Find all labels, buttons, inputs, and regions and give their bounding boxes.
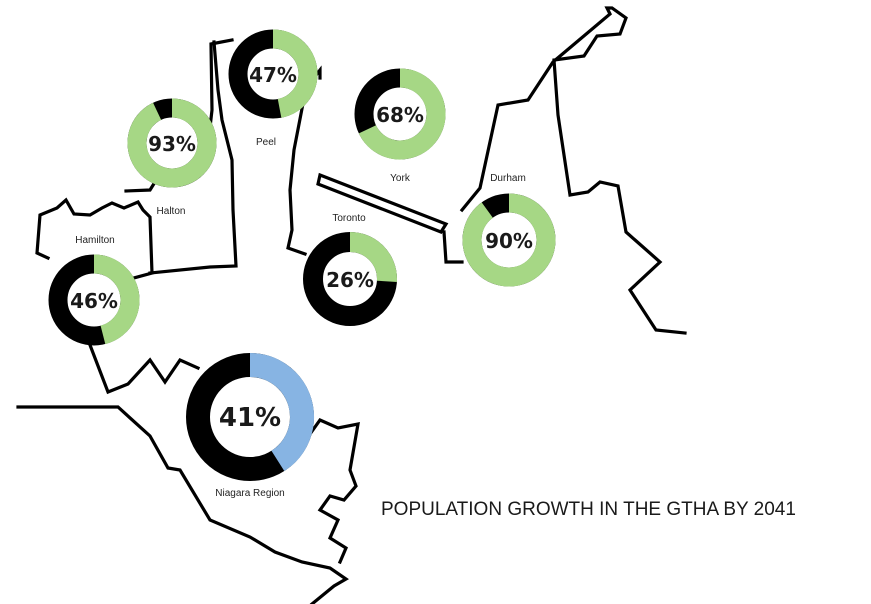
region-outlines <box>16 6 687 604</box>
donut-growth-hamilton <box>93 254 140 345</box>
donut-label-halton: 93% <box>148 132 196 156</box>
toronto-lakeshore <box>316 172 449 234</box>
durham-outline <box>459 6 687 335</box>
donut-label-hamilton: 46% <box>70 289 118 313</box>
niagara-outline <box>16 405 349 604</box>
peel-outline <box>148 40 238 275</box>
donut-toronto: 26% <box>303 232 397 326</box>
region-label-niagara-region: Niagara Region <box>215 488 285 499</box>
hamilton-niagara-edge <box>87 342 201 395</box>
toronto-east-edge <box>442 230 464 264</box>
donut-growth-peel <box>272 29 318 118</box>
york-outline <box>286 65 322 257</box>
region-label-hamilton: Hamilton <box>75 235 114 246</box>
donut-label-york: 68% <box>376 103 424 127</box>
donut-hamilton: 46% <box>48 254 140 346</box>
region-labels: Peel Halton York Durham Toronto Hamilton… <box>75 137 526 499</box>
chart-title: POPULATION GROWTH IN THE GTHA BY 2041 <box>381 499 796 520</box>
region-label-halton: Halton <box>157 206 186 217</box>
donut-peel: 47% <box>228 29 318 119</box>
donut-growth-niagara-region <box>249 353 314 472</box>
donut-label-durham: 90% <box>485 229 533 253</box>
donut-growth-halton <box>127 98 217 188</box>
donut-growth-durham <box>462 193 556 287</box>
region-label-york: York <box>390 173 411 184</box>
donut-growth-toronto <box>349 232 397 282</box>
donut-label-toronto: 26% <box>326 268 374 292</box>
donut-durham: 90% <box>462 193 556 287</box>
niagara-east-edge <box>297 418 360 565</box>
donut-york: 68% <box>354 68 446 160</box>
donut-label-peel: 47% <box>249 63 297 87</box>
donut-niagara-region: 41% <box>186 353 314 481</box>
region-label-durham: Durham <box>490 173 526 184</box>
donut-label-niagara-region: 41% <box>219 403 281 433</box>
region-label-peel: Peel <box>256 137 276 148</box>
donut-halton: 93% <box>127 98 217 188</box>
donut-growth-york <box>358 68 446 160</box>
hamilton-outline <box>35 197 154 281</box>
region-label-toronto: Toronto <box>332 213 366 224</box>
donut-charts: 47% 93% 68% 90% 26% 46% 41% <box>48 29 556 481</box>
